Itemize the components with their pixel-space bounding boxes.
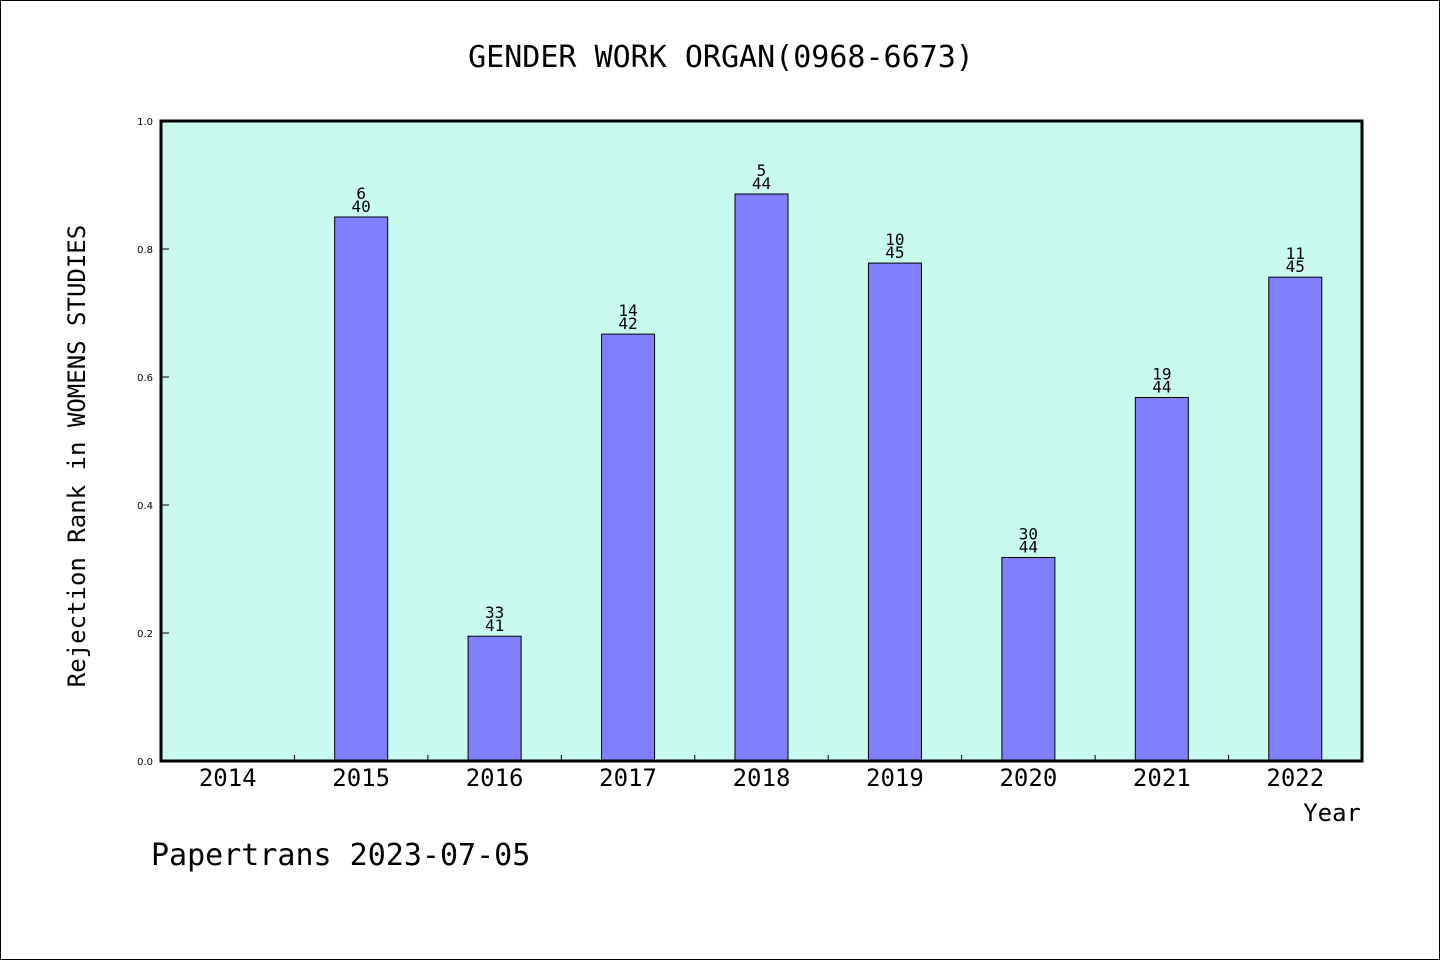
y-tick-label: 0.6 [137,373,153,384]
x-axis-label: Year [1303,799,1361,827]
x-tick-label: 2019 [866,764,924,792]
y-axis-label: Rejection Rank in WOMENS STUDIES [63,225,91,687]
bar [1268,276,1323,762]
bar-label-numerator: 11 [1286,244,1305,263]
x-tick-label: 2016 [466,764,524,792]
bar-label-denominator: 41 [485,616,504,635]
bar-label-numerator: 5 [757,161,767,180]
bar-label-denominator: 40 [352,197,371,216]
bar-label-numerator: 30 [1019,524,1038,543]
x-tick-label: 2015 [332,764,390,792]
bar [467,635,522,762]
x-tick-label: 2022 [1266,764,1324,792]
bar-label-denominator: 44 [1019,537,1038,556]
bars-group [334,193,1323,762]
x-tick-label: 2020 [999,764,1057,792]
bar [734,193,789,762]
bar-label-denominator: 45 [1286,257,1305,276]
x-tick-label: 2021 [1133,764,1191,792]
y-tick-label: 0.4 [137,501,153,512]
y-tick-label: 0.8 [137,245,153,256]
bar-label-numerator: 6 [356,184,366,203]
plot-border [159,119,1364,763]
bar-label-numerator: 10 [885,230,904,249]
bar-label-denominator: 44 [1152,377,1171,396]
bar-label-numerator: 33 [485,603,504,622]
y-tick-label: 0.0 [137,757,153,768]
footer-text: Papertrans 2023-07-05 [151,838,530,873]
bar-label-numerator: 14 [618,301,637,320]
y-tick-label: 0.2 [137,629,153,640]
x-tick-label: 2018 [733,764,791,792]
bar [601,333,656,762]
bar-label-denominator: 42 [618,314,637,333]
bar-label-denominator: 45 [885,243,904,262]
y-tick-label: 1.0 [137,117,153,128]
x-axis-ticks: 2014 2015 2016 2017 2018 2019 2020 2021 2022 [199,755,1324,792]
bar [1001,556,1056,762]
bar-label-numerator: 19 [1152,364,1171,383]
x-tick-label: 2017 [599,764,657,792]
x-tick-label: 2014 [199,764,257,792]
bar [1134,396,1189,762]
bar [334,216,389,762]
chart-title: GENDER WORK ORGAN(0968-6673) [468,40,974,75]
bar [867,262,922,762]
bar-label-denominator: 44 [752,174,771,193]
